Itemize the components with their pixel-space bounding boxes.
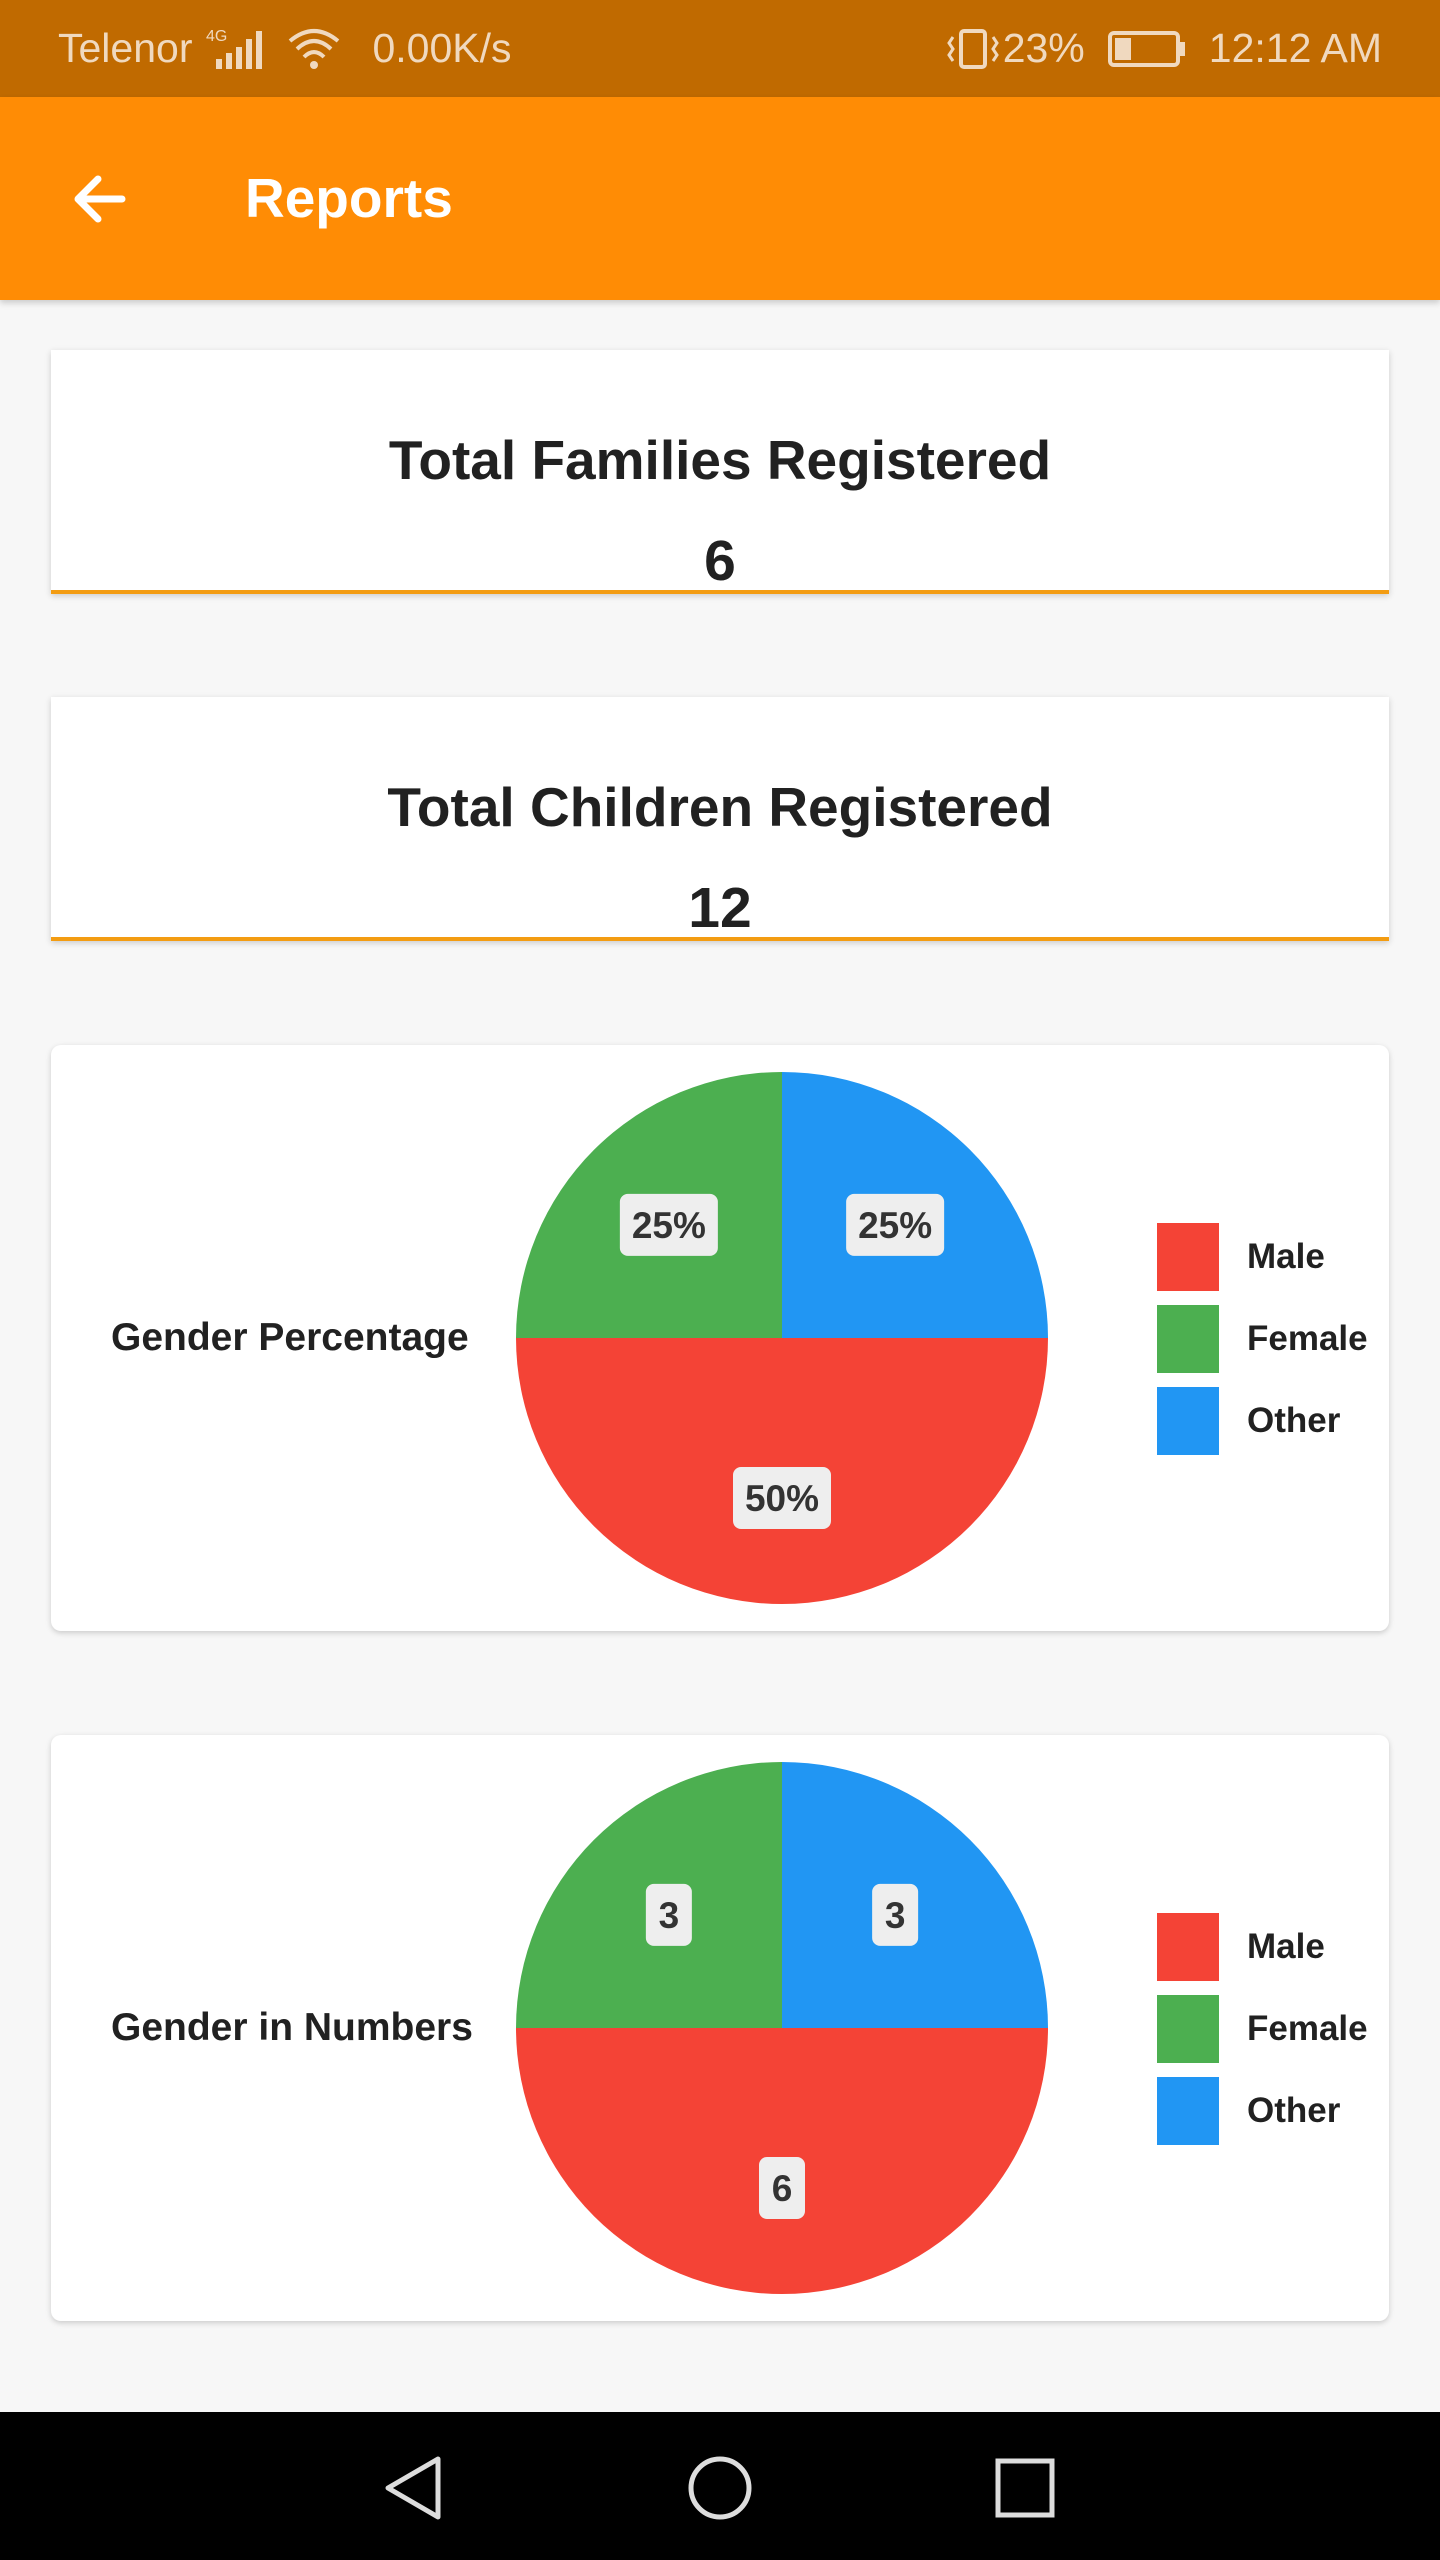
- pie-label-text-male: 50%: [745, 1478, 819, 1519]
- nav-home-button[interactable]: [670, 2438, 770, 2538]
- families-value: 6: [704, 529, 736, 593]
- gender-numbers-label: Gender in Numbers: [111, 2006, 473, 2049]
- legend-swatch-male: [1157, 1223, 1219, 1291]
- battery-icon: [1107, 27, 1187, 71]
- gender-numbers-legend: Male Female Other: [1157, 1913, 1368, 2159]
- legend-label-male: Male: [1247, 1237, 1325, 1276]
- legend-item-female: Female: [1157, 1995, 1368, 2063]
- legend-item-female: Female: [1157, 1305, 1368, 1373]
- pie-label-male: 6: [759, 2157, 805, 2219]
- pie-label-text-male: 6: [772, 2168, 793, 2209]
- families-title: Total Families Registered: [388, 429, 1052, 491]
- gender-percentage-pie: 50% 25% 25%: [516, 1072, 1048, 1604]
- pie-label-text-other: 3: [885, 1895, 906, 1936]
- children-title: Total Children Registered: [387, 776, 1053, 838]
- network-speed: 0.00K/s: [372, 25, 512, 71]
- back-button[interactable]: [55, 154, 145, 244]
- legend-swatch-male: [1157, 1913, 1219, 1981]
- navigation-bar: [0, 2412, 1440, 2560]
- legend-label-male: Male: [1247, 1927, 1325, 1966]
- page-title: Reports: [245, 167, 453, 229]
- vibrate-icon: [943, 25, 1003, 73]
- legend-item-male: Male: [1157, 1913, 1368, 1981]
- legend-label-female: Female: [1247, 1319, 1368, 1358]
- gender-numbers-card: Gender in Numbers 6 3 3 Male Female Other: [51, 1735, 1389, 2321]
- nav-home-icon: [688, 2456, 752, 2520]
- legend-item-male: Male: [1157, 1223, 1368, 1291]
- legend-item-other: Other: [1157, 2077, 1368, 2145]
- legend-swatch-other: [1157, 1387, 1219, 1455]
- battery-percent: 23%: [1002, 25, 1085, 71]
- pie-label-female: 25%: [619, 1193, 718, 1256]
- legend-label-female: Female: [1247, 2009, 1368, 2048]
- signal-icon: 4G: [202, 25, 276, 73]
- gender-percentage-card: Gender Percentage 50% 25% 25% Male Female …: [51, 1045, 1389, 1631]
- nav-back-button[interactable]: [363, 2438, 463, 2538]
- children-card: Total Children Registered 12: [51, 697, 1389, 941]
- gender-percentage-legend: Male Female Other: [1157, 1223, 1368, 1469]
- clock: 12:12 AM: [1208, 25, 1382, 71]
- pie-label-other: 3: [872, 1883, 919, 1946]
- network-type-label: 4G: [206, 28, 227, 45]
- arrow-back-icon: [74, 175, 126, 223]
- pie-label-text-female: 25%: [632, 1205, 706, 1246]
- status-bar: Telenor 4G 0.00K/s: [0, 0, 1440, 97]
- legend-swatch-female: [1157, 1995, 1219, 2063]
- nav-recents-button[interactable]: [975, 2438, 1075, 2538]
- children-value: 12: [688, 876, 752, 940]
- pie-label-other: 25%: [846, 1193, 945, 1256]
- pie-label-text-female: 3: [659, 1895, 680, 1936]
- legend-swatch-other: [1157, 2077, 1219, 2145]
- pie-label-male: 50%: [733, 1467, 831, 1529]
- legend-item-other: Other: [1157, 1387, 1368, 1455]
- gender-percentage-label: Gender Percentage: [111, 1316, 469, 1359]
- wifi-icon: [286, 25, 342, 73]
- pie-label-female: 3: [645, 1883, 692, 1946]
- nav-recents-icon: [995, 2458, 1055, 2518]
- families-card: Total Families Registered 6: [51, 350, 1389, 594]
- app-bar: Reports: [0, 97, 1440, 300]
- legend-swatch-female: [1157, 1305, 1219, 1373]
- legend-label-other: Other: [1247, 1401, 1341, 1440]
- nav-back-icon: [385, 2456, 441, 2520]
- pie-label-text-other: 25%: [858, 1205, 932, 1246]
- gender-numbers-pie: 6 3 3: [516, 1762, 1048, 2294]
- legend-label-other: Other: [1247, 2091, 1341, 2130]
- carrier-name: Telenor: [58, 25, 193, 71]
